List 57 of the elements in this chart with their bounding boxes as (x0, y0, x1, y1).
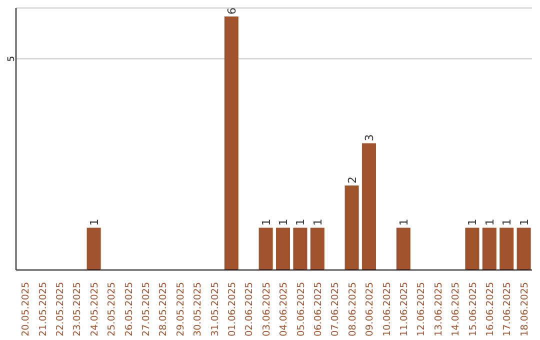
data-label: 1 (260, 218, 273, 226)
data-label: 1 (466, 218, 480, 226)
bar (516, 228, 531, 270)
x-tick-label: 22.05.2025 (55, 282, 66, 336)
bar (465, 228, 480, 270)
data-label: 3 (363, 134, 376, 142)
bar (362, 143, 376, 270)
x-tick-label: 26.05.2025 (124, 282, 135, 336)
bar (482, 228, 496, 270)
x-tick-label: 25.05.2025 (106, 282, 118, 336)
data-label: 1 (277, 218, 290, 226)
data-label: 6 (225, 7, 238, 14)
x-tick-label: 15.06.2025 (468, 282, 479, 336)
x-tick-label: 05.06.2025 (296, 282, 307, 336)
x-tick-label: 01.06.2025 (227, 282, 238, 336)
data-label: 1 (500, 218, 514, 226)
data-label: 1 (483, 218, 496, 226)
x-tick-label: 23.05.2025 (72, 282, 84, 336)
bar (344, 185, 359, 270)
x-tick-label: 08.06.2025 (347, 282, 358, 336)
x-tick-label: 09.06.2025 (364, 282, 376, 336)
x-tick-label: 24.05.2025 (89, 282, 100, 336)
bar (396, 228, 410, 270)
x-tick-label: 31.05.2025 (210, 282, 221, 336)
x-tick-label: 18.06.2025 (519, 282, 530, 336)
bar (276, 228, 290, 270)
x-tick-label: 14.06.2025 (450, 282, 462, 336)
x-tick-label: 07.06.2025 (330, 282, 342, 336)
bar (500, 228, 514, 270)
x-tick-label: 28.05.2025 (158, 282, 170, 336)
x-tick-label: 20.05.2025 (20, 282, 32, 336)
data-label: 1 (397, 218, 410, 226)
bar (224, 16, 238, 270)
x-tick-label: 29.05.2025 (175, 282, 186, 336)
data-label: 2 (346, 176, 359, 184)
data-label: 1 (311, 218, 324, 226)
y-tick-label: 5 (7, 56, 17, 62)
x-tick-label: 16.06.2025 (485, 282, 496, 336)
data-label: 1 (294, 218, 308, 226)
x-tick-label: 04.06.2025 (278, 282, 290, 336)
x-tick-label: 11.06.2025 (399, 282, 410, 336)
x-tick-label: 30.05.2025 (192, 282, 204, 336)
x-tick-label: 21.05.2025 (38, 282, 49, 336)
data-label: 1 (88, 218, 101, 226)
bar (310, 228, 324, 270)
x-tick-label: 10.06.2025 (382, 282, 393, 336)
x-tick-label: 13.06.2025 (433, 282, 444, 336)
x-tick-label: 02.06.2025 (244, 282, 256, 336)
x-tick-label: 27.05.2025 (141, 282, 152, 336)
bar (86, 228, 101, 270)
x-tick-label: 03.06.2025 (261, 282, 272, 336)
x-tick-label: 06.06.2025 (313, 282, 324, 336)
bar (293, 228, 308, 270)
bar (258, 228, 273, 270)
x-tick-label: 12.06.2025 (416, 282, 428, 336)
data-label: 1 (518, 218, 531, 226)
x-tick-label: 17.06.2025 (502, 282, 514, 336)
